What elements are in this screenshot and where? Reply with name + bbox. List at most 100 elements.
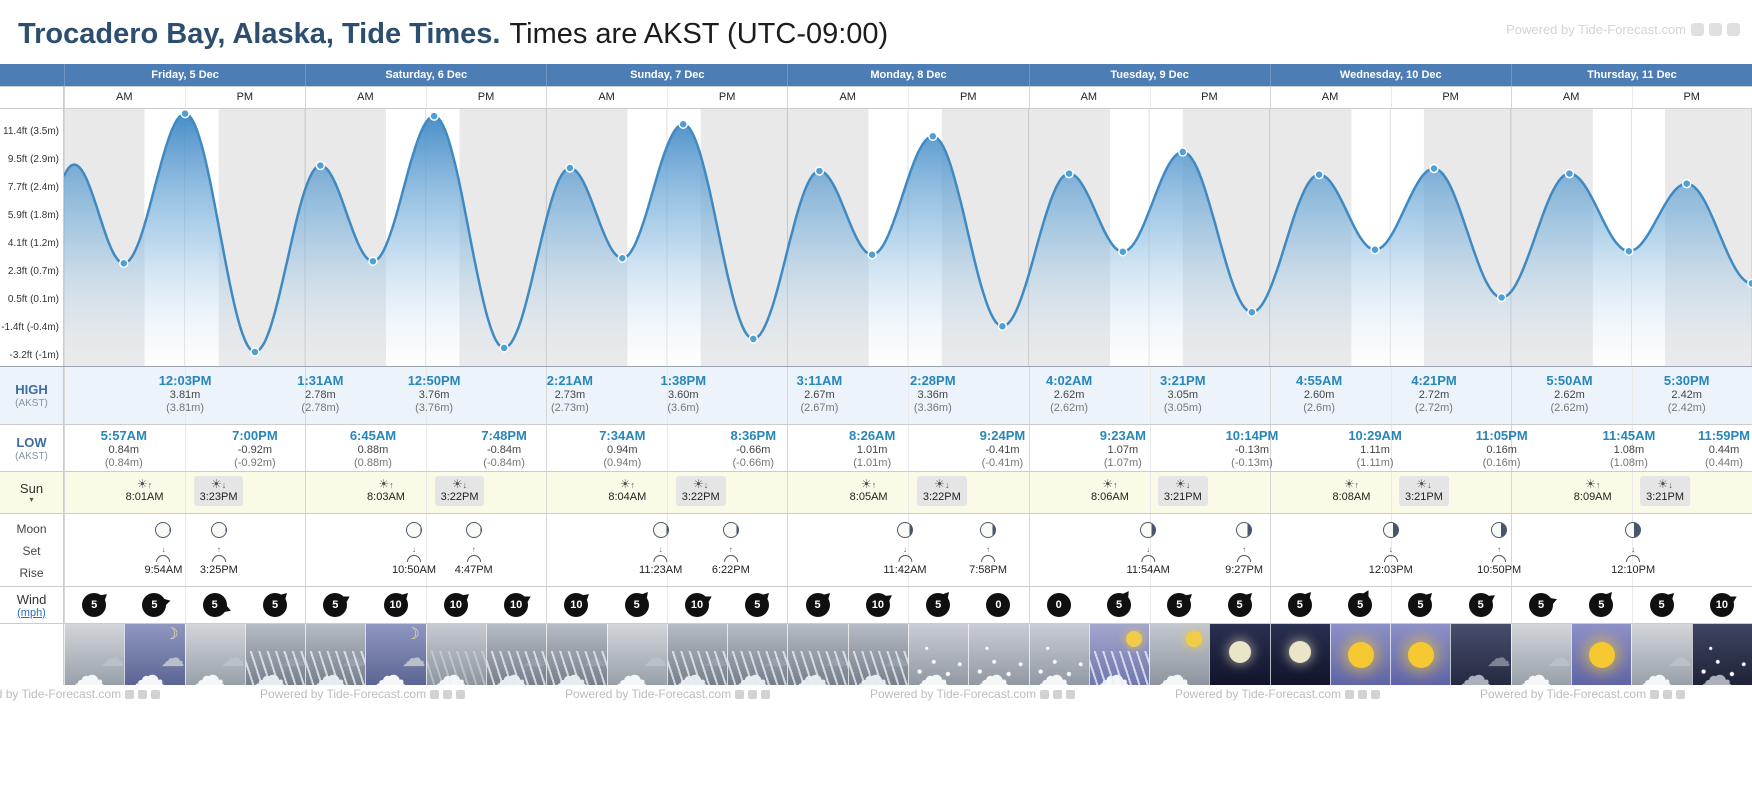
snowl-icon: [1029, 624, 1089, 685]
am-label: AM: [1321, 91, 1339, 103]
sunset-time: 3:22PM: [922, 491, 961, 503]
am-label: AM: [598, 91, 615, 103]
tide-time: 6:45AM: [349, 428, 397, 443]
wind-speed: 5: [1408, 593, 1433, 617]
ampm-divider: [1149, 87, 1151, 108]
cl-icon: ☁: [100, 645, 125, 672]
watermark-bottom: Powered by Tide-Forecast.com: [565, 687, 771, 701]
tide-time: 5:30PM: [1663, 373, 1710, 388]
wind-icon: 5: [318, 588, 352, 622]
ampm-divider: [185, 425, 187, 471]
cl-icon: ☁: [642, 645, 667, 672]
y-axis: 13.2ft (4m)11.4ft (3.5m)9.5ft (2.9m)7.7f…: [0, 109, 64, 366]
tide-height-m: 2.62m: [1053, 388, 1085, 401]
tide-time: 1:31AM: [297, 373, 344, 388]
wind-icon: 5: [620, 588, 654, 622]
tide-time: 3:21PM: [1160, 373, 1206, 388]
weather-tile-rain: ☁☁: [244, 624, 306, 685]
day-grid-cell: [64, 425, 305, 471]
moon-phase-icon: [1140, 522, 1157, 538]
low-tide-entry: 8:26AM 1.01m (1.01m): [849, 428, 895, 471]
tide-time: 5:57AM: [100, 428, 147, 443]
cl-icon: ☁: [1547, 645, 1572, 672]
sunset-entry: ☀↓ 3:21PM: [1398, 476, 1449, 506]
weather-strip: ☁☁☽☁☁☁☁☁☁☁☁☽☁☁☁☁☁☁☁☁☁☁☁☁☁☁☁☁☁☁☁☁☁☁☁☁☁☁☁☁…: [64, 624, 1752, 685]
moon-set-arrow-icon: ↓: [1631, 545, 1636, 554]
wind-row: Wind (mph) 5 5 5 5 5 10 10 10 10 5 10 5 5 10 5 0 0 5 5 5 5 5 5…: [0, 586, 1752, 623]
sunset-entry: ☀↓ 3:21PM: [1640, 476, 1691, 506]
tide-height-m: 2.72m: [1418, 388, 1450, 401]
day-grid-cell: [305, 367, 546, 424]
am-label: AM: [1080, 91, 1098, 103]
day-header: Tuesday, 9 Dec: [1028, 64, 1270, 86]
weather-tile-night-snow: ☁: [1691, 624, 1752, 685]
sunset-time: 3:21PM: [1163, 491, 1202, 503]
social-icon[interactable]: [1727, 23, 1740, 36]
wind-speed: 5: [1529, 593, 1553, 617]
moon-phase-icon: [1491, 522, 1508, 538]
sunset-entry: ☀↓ 3:22PM: [675, 476, 726, 506]
ampm-divider: [667, 367, 669, 424]
wind-icon: 10: [379, 588, 413, 622]
moon-phase-icon: [652, 522, 669, 538]
tide-height-alt: (-0.92m): [234, 457, 276, 470]
social-icon: [1676, 689, 1686, 699]
social-icon[interactable]: [1709, 23, 1722, 36]
social-icon: [1358, 689, 1368, 699]
high-tide-entry: 12:50PM 3.76m (3.76m): [408, 373, 461, 416]
weather-tile-rain-sun: ☁: [1088, 624, 1150, 685]
day-header: Saturday, 6 Dec: [305, 64, 546, 86]
wind-unit-link[interactable]: (mph): [17, 606, 46, 619]
moon-set-arc-icon: [406, 555, 421, 562]
moon-rise-entry: ↑ 6:22PM: [712, 546, 750, 577]
moon-rise-arc-icon: [1237, 555, 1252, 562]
high-tide-entry: 4:21PM 2.72m (2.72m): [1411, 373, 1457, 416]
moon-set-entry: ↓ 9:54AM: [145, 546, 183, 577]
wind-speed: 5: [926, 593, 951, 617]
weather-tile-sunny: [1571, 624, 1632, 685]
day-grid-cell: [64, 472, 305, 513]
social-icon[interactable]: [1691, 23, 1704, 36]
tide-time: 8:26AM: [849, 428, 896, 443]
day-grid-cell: [1269, 367, 1511, 424]
watermark-text: Powered by Tide-Forecast.com: [1480, 687, 1647, 701]
ampm-divider: [1390, 472, 1392, 513]
y-axis-label: 9.5ft (2.9m): [7, 154, 59, 165]
day-grid-cell: [1510, 87, 1752, 108]
moon-phase-icon: [155, 522, 172, 538]
ampm-divider: [1149, 367, 1151, 424]
tide-curve-svg: [64, 109, 1752, 366]
ampm-divider: [1149, 514, 1151, 586]
wind-icon: 5: [1343, 588, 1377, 622]
rise-label: Rise: [19, 566, 44, 580]
social-icon: [125, 689, 135, 699]
day-grid-cell: [546, 367, 787, 424]
tide-time: 2:21AM: [546, 373, 594, 388]
weather-tile-night-clouds: ☁ ☁: [1450, 624, 1511, 685]
y-axis-label: 4.1ft (1.2m): [7, 238, 59, 249]
day-grid-cell: [1028, 587, 1270, 623]
sunb-icon: [1588, 641, 1615, 668]
day-grid-cell: [305, 472, 546, 513]
low-tide-entry: 6:45AM 0.88m (0.88m): [350, 428, 396, 471]
tide-height-alt: (1.01m): [853, 457, 892, 470]
day-grid-cell: [546, 472, 787, 513]
social-icon: [1345, 689, 1355, 699]
moon-icon: [1289, 641, 1312, 664]
chevron-down-icon[interactable]: ▾: [29, 495, 34, 505]
cl-icon: ☁: [1156, 657, 1191, 685]
tide-height-m: 3.60m: [667, 388, 699, 401]
moon-cells: ↓ 9:54AM ↑ 3:25PM ↓ 10:50AM ↑ 4:47PM ↓ 11:23AM ↑ 6:…: [64, 514, 1752, 586]
moon-set-arc-icon: [653, 555, 668, 562]
cl-icon: ☁: [1667, 645, 1692, 672]
moon-set-entry: ↓ 12:10PM: [1611, 545, 1655, 577]
wind-icon: 0: [1042, 588, 1076, 622]
wind-speed: 10: [383, 593, 408, 617]
sunrise-icon: ☀↑: [861, 477, 877, 491]
y-axis-label: 2.3ft (0.7m): [7, 266, 59, 277]
ampm-divider: [1631, 87, 1633, 108]
tide-height-m: 2.67m: [804, 388, 835, 401]
moon-rise-arrow-icon: ↑: [471, 545, 476, 554]
high-tide-entry: 1:38PM 3.60m (3.6m): [661, 373, 707, 416]
sunset-icon: ☀↓: [934, 477, 950, 491]
